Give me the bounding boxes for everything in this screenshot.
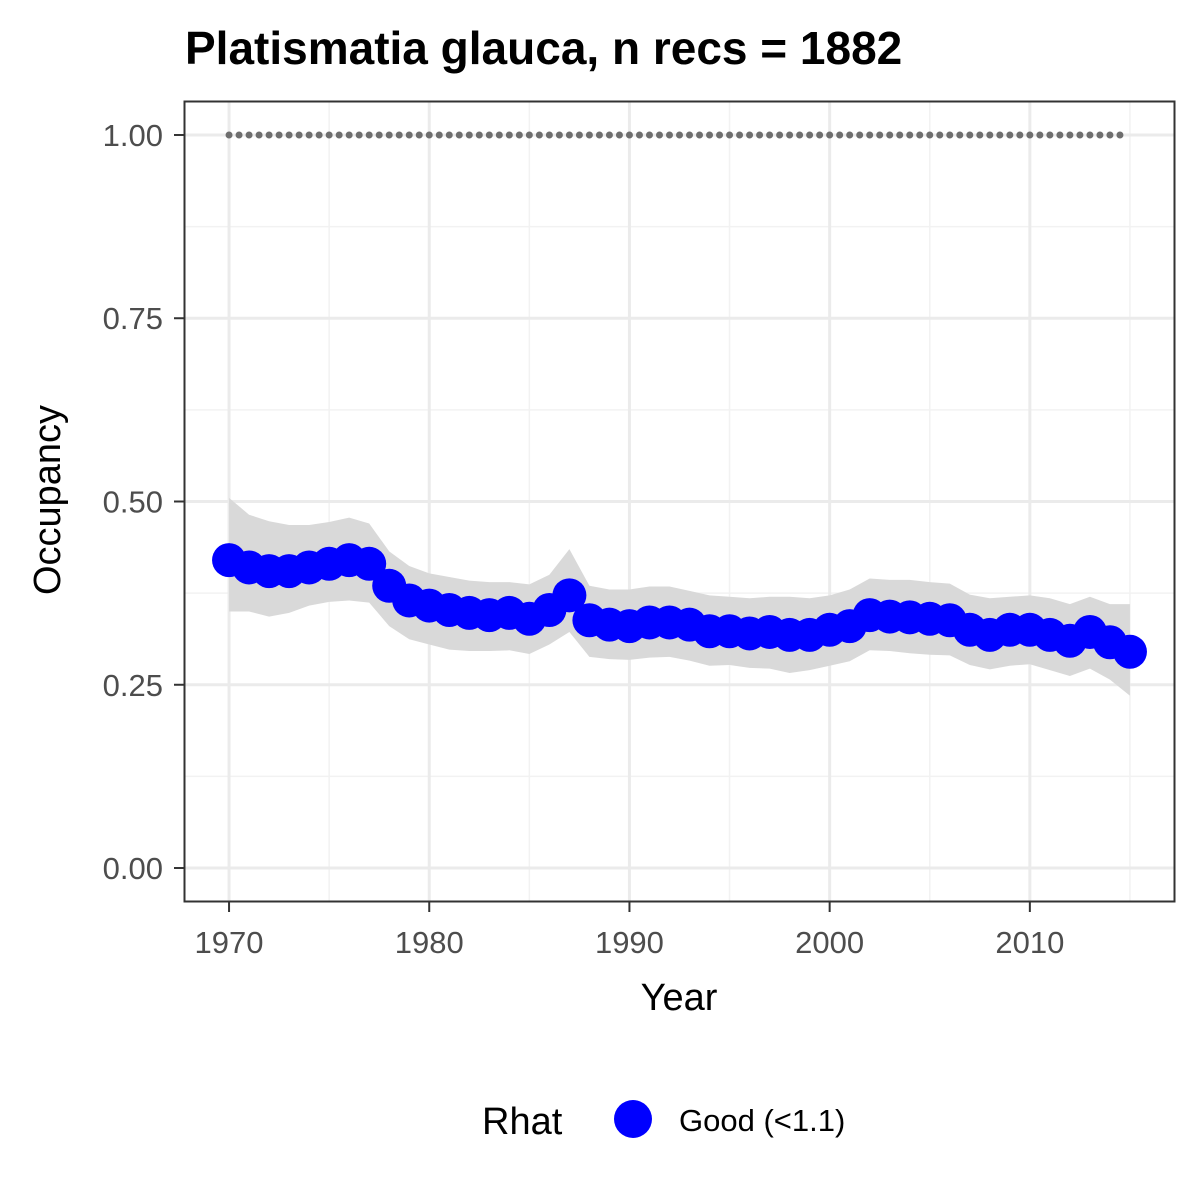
legend: Rhat Good (<1.1) bbox=[482, 1100, 845, 1143]
data-point bbox=[552, 578, 587, 613]
x-axis-label: Year bbox=[641, 977, 718, 1019]
x-axis-ticks: 1970 1980 1990 2000 2010 bbox=[195, 901, 1064, 960]
legend-label-good: Good (<1.1) bbox=[679, 1103, 845, 1138]
occupancy-points bbox=[212, 543, 1147, 669]
data-point bbox=[352, 546, 387, 581]
legend-title: Rhat bbox=[482, 1101, 563, 1143]
confidence-ribbon bbox=[229, 497, 1130, 696]
x-tick-label: 1980 bbox=[395, 925, 464, 960]
y-axis-ticks: 0.00 0.25 0.50 0.75 1.00 bbox=[103, 118, 185, 886]
y-axis-label: Occupancy bbox=[27, 405, 69, 595]
y-tick-label: 0.00 bbox=[103, 851, 163, 886]
data-point bbox=[1112, 634, 1147, 669]
y-tick-label: 1.00 bbox=[103, 118, 163, 153]
x-tick-label: 2010 bbox=[995, 925, 1064, 960]
y-tick-label: 0.75 bbox=[103, 301, 163, 336]
x-tick-label: 1970 bbox=[195, 925, 264, 960]
x-tick-label: 2000 bbox=[795, 925, 864, 960]
y-tick-label: 0.25 bbox=[103, 668, 163, 703]
y-tick-label: 0.50 bbox=[103, 485, 163, 520]
ci-band bbox=[229, 497, 1130, 696]
x-tick-label: 1990 bbox=[595, 925, 664, 960]
chart-title: Platismatia glauca, n recs = 1882 bbox=[185, 22, 902, 74]
legend-key-good bbox=[614, 1100, 652, 1138]
